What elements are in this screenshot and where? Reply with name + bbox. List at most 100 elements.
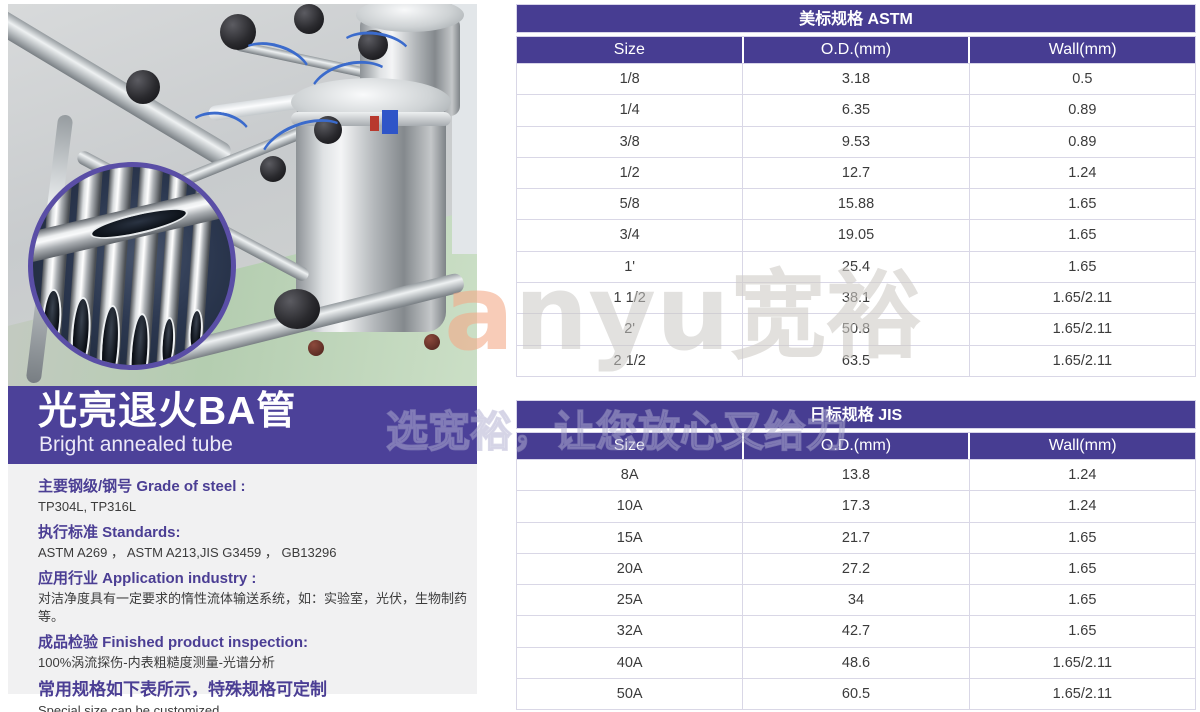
table-row: 1' 25.4 1.65 <box>517 251 1195 284</box>
table-cell: 1.65 <box>1068 227 1097 244</box>
table-row: 1/4 6.35 0.89 <box>517 95 1195 127</box>
valve-actuator-shape <box>294 4 324 34</box>
table-body: 1/8 3.18 0.5 1/4 6.35 0.89 3/8 9.53 0.89 1/2 12.7 1… <box>516 64 1196 377</box>
tube-closeup-inset <box>28 162 236 370</box>
table-cell: 25.4 <box>743 251 970 283</box>
table-cell: 1.65/2.11 <box>1052 654 1113 671</box>
table-row: 32A 42.7 1.65 <box>517 616 1195 648</box>
table-cell: 48.6 <box>743 647 970 679</box>
table-row: 1/8 3.18 0.5 <box>517 64 1195 96</box>
table-cell: 0.89 <box>1068 102 1097 119</box>
table-cell: 1.65 <box>1068 560 1097 577</box>
table-cell: 1.65 <box>1068 592 1097 609</box>
table-cell: 25A <box>517 585 744 616</box>
table-cell: 1.65/2.11 <box>1052 686 1113 703</box>
section-heading: 常用规格如下表所示，特殊规格可定制 <box>38 680 327 699</box>
table-cell: 50.8 <box>743 314 970 345</box>
table-cell: 1.65 <box>1068 529 1097 546</box>
table-row: 5/8 15.88 1.65 <box>517 189 1195 221</box>
table-row: 3/8 9.53 0.89 <box>517 126 1195 158</box>
table-row: 40A 48.6 1.65/2.11 <box>517 647 1195 680</box>
table-cell: 1/8 <box>517 64 744 95</box>
table-cell: 15.88 <box>743 189 970 220</box>
table-header-row: Size O.D.(mm) Wall(mm) <box>516 432 1196 460</box>
tube-bore <box>97 304 123 365</box>
tube-bore <box>68 296 93 365</box>
astm-spec-table: 美标规格 ASTM Size O.D.(mm) Wall(mm) 1/8 3.18… <box>516 4 1196 377</box>
vessel-lid-shape <box>356 4 464 32</box>
table-cell: 8A <box>517 460 744 491</box>
table-cell: 1' <box>517 251 744 283</box>
table-cell: 38.1 <box>743 283 970 314</box>
jis-spec-table: 日标规格 JIS Size O.D.(mm) Wall(mm) 8A 13.8 1.… <box>516 400 1196 711</box>
table-row: 20A 27.2 1.65 <box>517 553 1195 586</box>
section-body: TP304L, TP316L <box>38 499 137 514</box>
caster-wheel-shape <box>308 340 324 356</box>
info-section-grade: 主要钢级/钢号 Grade of steel : TP304L, TP316L <box>38 477 467 516</box>
table-cell: 19.05 <box>743 220 970 251</box>
table-cell: 1.24 <box>1068 498 1097 515</box>
table-row: 10A 17.3 1.24 <box>517 491 1195 523</box>
product-title-banner: 光亮退火BA管 Bright annealed tube <box>8 386 477 464</box>
table-row: 50A 60.5 1.65/2.11 <box>517 679 1195 710</box>
table-cell: 40A <box>517 647 744 679</box>
table-cell: 15A <box>517 522 744 553</box>
table-cell: 1 1/2 <box>517 283 744 314</box>
tube-bore <box>40 288 64 352</box>
valve-actuator-shape <box>126 70 160 104</box>
info-section-standards: 执行标准 Standards: ASTM A269 ， ASTM A213,JI… <box>38 523 467 562</box>
table-cell: 3.18 <box>743 64 970 95</box>
table-cell: 32A <box>517 616 744 647</box>
table-cell: 1.24 <box>1068 164 1097 181</box>
table-cell: 0.89 <box>1068 133 1097 150</box>
column-header-wall: Wall(mm) <box>1048 437 1117 454</box>
column-header-wall: Wall(mm) <box>1048 41 1117 58</box>
table-cell: 1.65/2.11 <box>1052 290 1113 307</box>
info-section-custom: 常用规格如下表所示，特殊规格可定制 Special size can be cu… <box>38 679 467 712</box>
page-title: 光亮退火BA管 <box>38 390 297 433</box>
table-cell: 1/4 <box>517 95 744 126</box>
table-cell: 63.5 <box>743 345 970 376</box>
table-cell: 6.35 <box>743 95 970 126</box>
tube-bore <box>187 308 205 354</box>
valve-actuator-shape <box>274 289 320 329</box>
table-cell: 1.65 <box>1068 258 1097 275</box>
table-cell: 1.65/2.11 <box>1052 321 1113 338</box>
table-cell: 13.8 <box>743 460 970 491</box>
table-cell: 60.5 <box>743 679 970 710</box>
table-cell: 10A <box>517 491 744 522</box>
valve-actuator-shape <box>358 30 388 60</box>
column-header-size: Size <box>517 37 744 63</box>
table-cell: 0.5 <box>1072 71 1093 87</box>
section-body: Special size can be customized <box>38 703 220 712</box>
valve-actuator-shape <box>260 156 286 182</box>
table-cell: 17.3 <box>743 491 970 522</box>
tag-shape <box>370 116 379 131</box>
table-title: 美标规格 ASTM <box>516 4 1196 33</box>
table-cell: 42.7 <box>743 616 970 647</box>
table-cell: 9.53 <box>743 126 970 157</box>
section-heading: 主要钢级/钢号 Grade of steel : <box>38 478 246 495</box>
page-subtitle: Bright annealed tube <box>39 433 233 456</box>
table-cell: 27.2 <box>743 553 970 585</box>
table-cell: 1/2 <box>517 157 744 189</box>
table-header-row: Size O.D.(mm) Wall(mm) <box>516 36 1196 64</box>
table-title: 日标规格 JIS <box>516 400 1196 429</box>
table-row: 1/2 12.7 1.24 <box>517 157 1195 190</box>
table-row: 2 1/2 63.5 1.65/2.11 <box>517 345 1195 376</box>
table-cell: 50A <box>517 679 744 710</box>
table-row: 8A 13.8 1.24 <box>517 460 1195 492</box>
table-cell: 12.7 <box>743 157 970 189</box>
valve-actuator-shape <box>220 14 256 50</box>
table-cell: 21.7 <box>743 522 970 553</box>
product-photo <box>8 4 477 386</box>
table-cell: 1.24 <box>1068 467 1097 483</box>
column-header-size: Size <box>517 433 744 459</box>
table-body: 8A 13.8 1.24 10A 17.3 1.24 15A 21.7 1.65 20A 27.2 1… <box>516 460 1196 711</box>
control-box-shape <box>382 110 398 134</box>
table-cell: 2' <box>517 314 744 345</box>
section-heading: 应用行业 Application industry : <box>38 570 257 587</box>
table-cell: 1.65/2.11 <box>1052 352 1113 369</box>
info-section-application: 应用行业 Application industry : 对洁净度具有一定要求的惰… <box>38 569 467 626</box>
section-heading: 成品检验 Finished product inspection: <box>38 634 309 651</box>
